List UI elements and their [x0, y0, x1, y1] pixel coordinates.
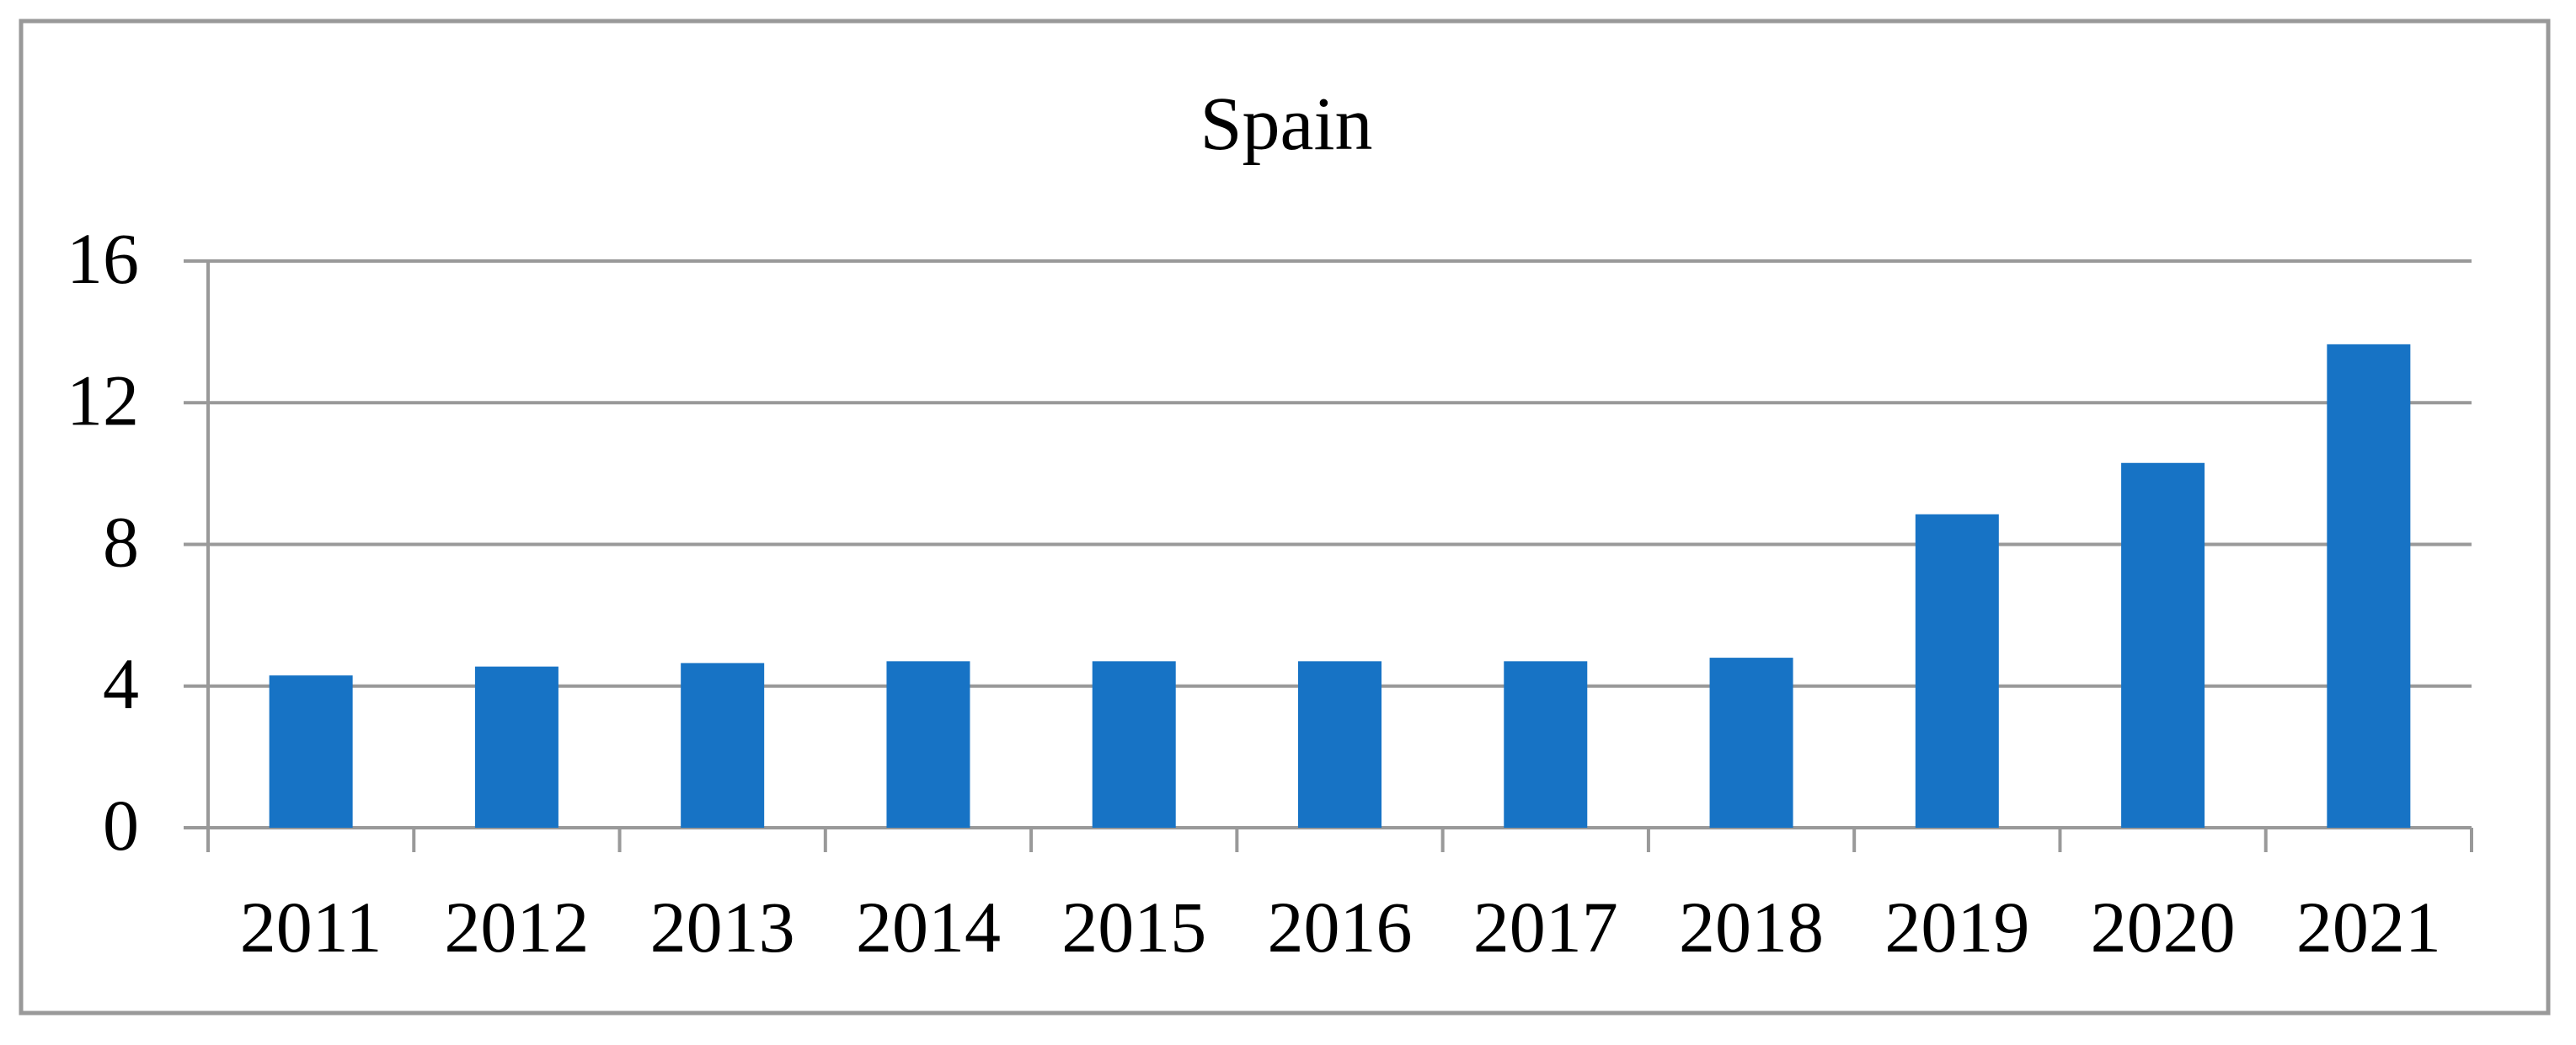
x-tick-label: 2014 [856, 887, 1001, 968]
bar-2018 [1709, 658, 1793, 828]
x-tick-label: 2017 [1473, 887, 1618, 968]
y-tick-labels: 0 4 8 12 16 [67, 218, 139, 866]
x-tick-label: 2015 [1061, 887, 1206, 968]
y-tick-label: 4 [103, 643, 139, 724]
x-tick-label: 2012 [444, 887, 589, 968]
y-tick-label: 8 [103, 502, 139, 583]
bar-2014 [886, 661, 970, 828]
bar-2021 [2327, 344, 2411, 828]
x-axis-ticks [412, 828, 2473, 852]
x-tick-label: 2011 [240, 887, 382, 968]
gridlines [184, 259, 2472, 829]
bar-2020 [2121, 462, 2205, 828]
y-tick-label: 16 [67, 218, 139, 299]
x-tick-label: 2016 [1268, 887, 1413, 968]
x-tick-label: 2021 [2296, 887, 2441, 968]
x-tick-label: 2018 [1679, 887, 1824, 968]
bar-2016 [1298, 661, 1382, 828]
figure-border [19, 19, 2551, 1016]
bar-2019 [1915, 514, 1999, 828]
bar-2013 [681, 663, 765, 828]
bar-2015 [1092, 661, 1176, 828]
chart-title: Spain [1200, 83, 1372, 166]
bar-2017 [1504, 661, 1588, 828]
x-tick-labels: 2011 2012 2013 2014 2015 2016 2017 2018 2019 2020… [240, 887, 2441, 968]
x-tick-label: 2013 [650, 887, 795, 968]
bars [269, 344, 2411, 828]
y-tick-label: 12 [67, 360, 139, 440]
bar-2011 [269, 675, 353, 828]
bar-2012 [474, 666, 558, 828]
y-tick-label: 0 [103, 785, 139, 866]
x-tick-label: 2020 [2091, 887, 2236, 968]
x-tick-label: 2019 [1884, 887, 2029, 968]
